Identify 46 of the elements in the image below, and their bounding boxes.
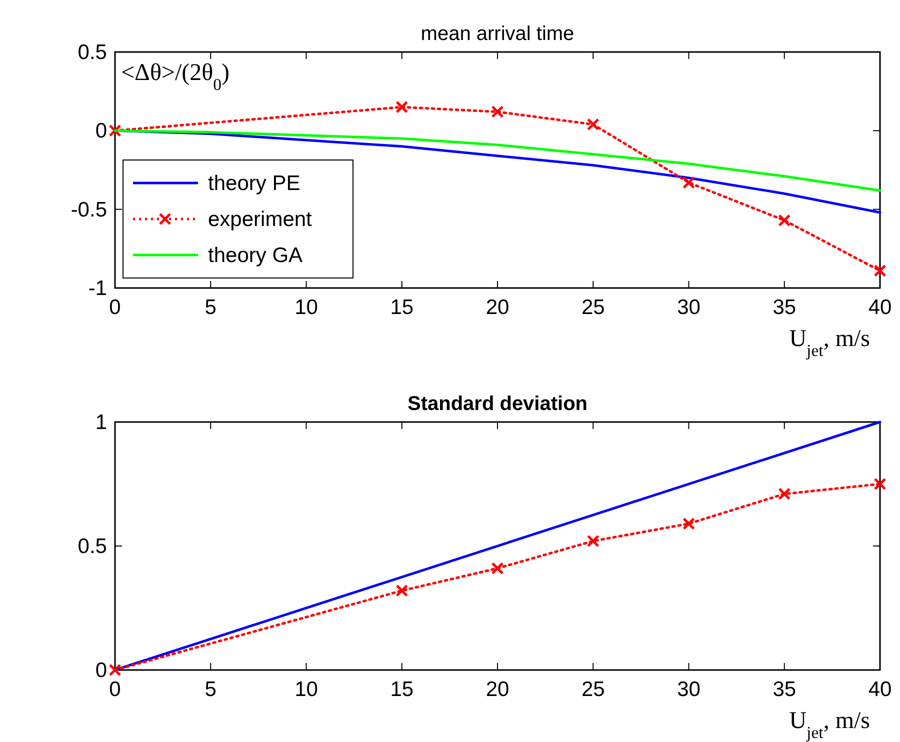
y-tick-label: 0.5 bbox=[78, 535, 107, 558]
x-tick-label: 30 bbox=[677, 678, 700, 701]
x-tick-label: 25 bbox=[581, 678, 605, 701]
x-tick-label: 30 bbox=[677, 296, 700, 319]
x-tick-label: 15 bbox=[390, 678, 414, 701]
y-axis-title: <Δθ>/(2θ$_{0}$) bbox=[121, 60, 230, 94]
x-tick-label: 35 bbox=[772, 296, 796, 319]
point bbox=[778, 214, 791, 227]
point bbox=[682, 517, 695, 530]
legend-label: theory GA bbox=[208, 244, 303, 267]
point bbox=[682, 176, 695, 189]
point bbox=[874, 264, 886, 277]
x-tick-label: 25 bbox=[581, 296, 605, 319]
x-tick-label: 0 bbox=[109, 678, 121, 701]
y-tick-label: -0.5 bbox=[70, 198, 107, 222]
x-tick-label: 35 bbox=[772, 678, 796, 701]
point bbox=[874, 478, 886, 490]
x-tick-label: 0 bbox=[109, 296, 121, 319]
chart-title: Standard deviation bbox=[407, 393, 588, 415]
x-tick-label: 40 bbox=[868, 678, 892, 701]
point bbox=[108, 664, 122, 676]
chart-title: mean arrival time bbox=[420, 23, 574, 45]
y-tick-label: 0 bbox=[95, 659, 107, 682]
x-tick-label: 5 bbox=[204, 296, 216, 319]
x-tick-label: 20 bbox=[486, 678, 510, 701]
point bbox=[491, 562, 504, 575]
y-tick-label: 1 bbox=[95, 411, 107, 434]
point bbox=[586, 118, 600, 131]
point bbox=[396, 584, 408, 597]
y-tick-label: 0 bbox=[95, 120, 107, 143]
point bbox=[491, 106, 504, 118]
x-tick-label: 10 bbox=[294, 296, 318, 319]
point bbox=[586, 534, 600, 548]
x-tick-label: 20 bbox=[486, 296, 510, 319]
x-tick-label: 10 bbox=[294, 678, 318, 701]
x-tick-label: 40 bbox=[868, 296, 892, 319]
point bbox=[396, 100, 408, 114]
x-tick-label: 5 bbox=[204, 678, 216, 701]
y-tick-label: 0.5 bbox=[78, 41, 107, 64]
point bbox=[778, 488, 791, 500]
legend-label: experiment bbox=[208, 208, 312, 231]
legend-label: theory PE bbox=[208, 172, 300, 195]
x-axis-title: U$_{jet}$, m/s bbox=[789, 326, 870, 360]
x-axis-title: U$_{jet}$, m/s bbox=[789, 708, 870, 742]
x-tick-label: 15 bbox=[390, 296, 414, 319]
y-tick-label: -1 bbox=[88, 277, 107, 300]
